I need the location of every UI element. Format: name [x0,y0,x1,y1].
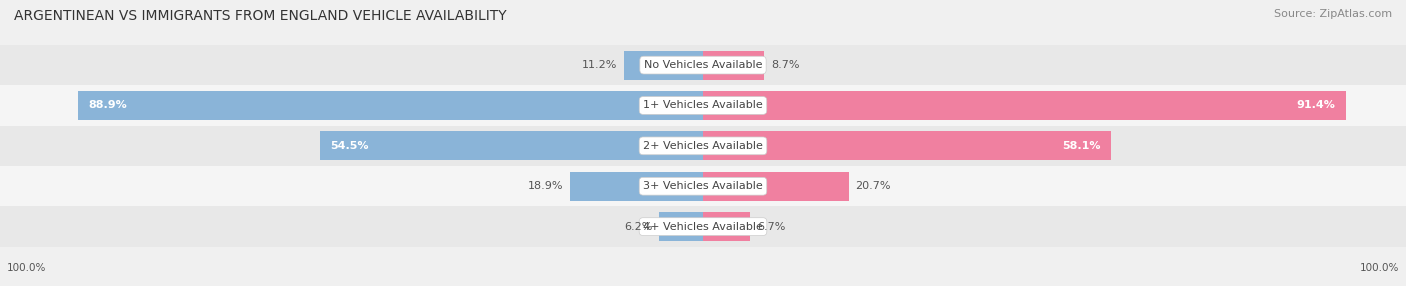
Text: 91.4%: 91.4% [1296,100,1336,110]
Text: ARGENTINEAN VS IMMIGRANTS FROM ENGLAND VEHICLE AVAILABILITY: ARGENTINEAN VS IMMIGRANTS FROM ENGLAND V… [14,9,506,23]
Bar [0,85,1406,126]
Bar [703,131,1111,160]
Text: 8.7%: 8.7% [772,60,800,70]
Text: 58.1%: 58.1% [1063,141,1101,151]
Text: No Vehicles Available: No Vehicles Available [644,60,762,70]
Text: 2+ Vehicles Available: 2+ Vehicles Available [643,141,763,151]
Bar [0,166,1406,206]
Text: 1+ Vehicles Available: 1+ Vehicles Available [643,100,763,110]
Bar [703,91,1346,120]
Text: 18.9%: 18.9% [527,181,564,191]
Text: 54.5%: 54.5% [330,141,368,151]
Text: 4+ Vehicles Available: 4+ Vehicles Available [643,222,763,232]
Text: 100.0%: 100.0% [7,263,46,273]
Text: 6.2%: 6.2% [624,222,652,232]
Bar [0,126,1406,166]
Bar [77,91,703,120]
Bar [571,172,703,201]
Bar [624,51,703,80]
Bar [0,45,1406,85]
Bar [0,206,1406,247]
Bar [703,51,765,80]
Bar [703,172,849,201]
Text: 88.9%: 88.9% [89,100,128,110]
Text: 3+ Vehicles Available: 3+ Vehicles Available [643,181,763,191]
Bar [321,131,703,160]
Text: 20.7%: 20.7% [855,181,891,191]
Text: Source: ZipAtlas.com: Source: ZipAtlas.com [1274,9,1392,19]
Text: 100.0%: 100.0% [1360,263,1399,273]
Bar [703,212,751,241]
Text: 11.2%: 11.2% [582,60,617,70]
Text: 6.7%: 6.7% [756,222,786,232]
Bar [659,212,703,241]
